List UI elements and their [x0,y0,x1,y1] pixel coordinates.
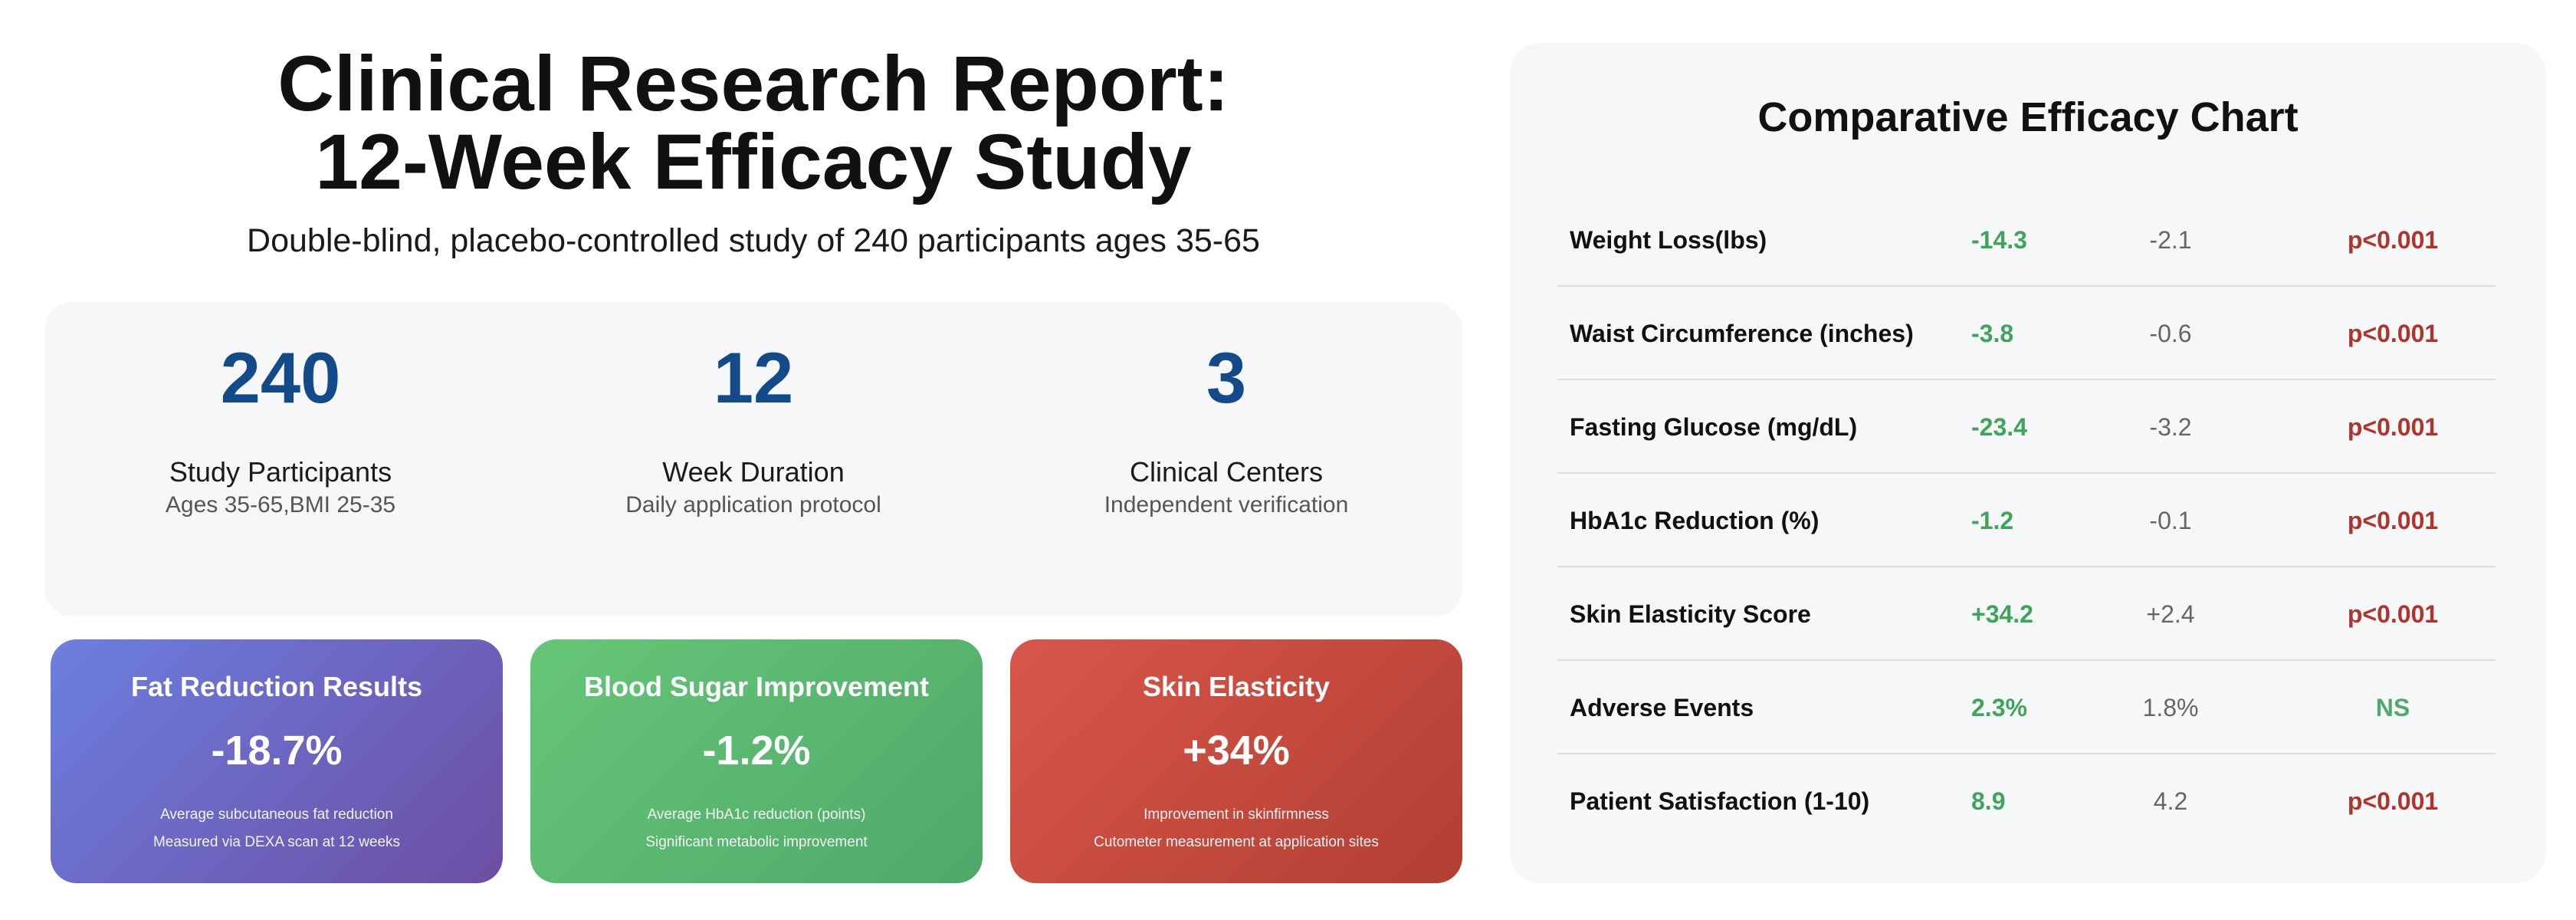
stat-label: Week Duration [662,456,845,488]
page-title: Clinical Research Report: 12-Week Effica… [44,44,1462,201]
card-title: Blood Sugar Improvement [583,671,930,702]
treatment-value: +34.2 [1971,600,2033,628]
treatment-value: -1.2 [1971,507,2014,534]
card-note: Measured via DEXA scan at 12 weeks [153,834,401,850]
stat-centers: 3 Clinical Centers Independent verificat… [990,302,1462,616]
metric-label: HbA1c Reduction (%) [1570,507,1820,534]
placebo-value: 1.8% [2142,694,2199,721]
treatment-value: -23.4 [1971,413,2027,441]
card-note: Significant metabolic improvement [645,834,868,850]
p-value: p<0.001 [2347,226,2439,254]
treatment-value: 8.9 [1971,787,2006,815]
title-line-2: 12-Week Efficacy Study [315,118,1192,205]
report-left-column: Clinical Research Report: 12-Week Effica… [44,0,1462,920]
study-stats-panel: 240 Study Participants Ages 35-65,BMI 25… [44,302,1462,616]
table-row: Waist Circumference (inches) -3.8 -0.6 p… [1557,287,2496,380]
stat-label: Study Participants [169,456,392,488]
metric-label: Fasting Glucose (mg/dL) [1570,413,1858,441]
p-value: p<0.001 [2347,320,2439,347]
card-value: -18.7% [211,728,343,774]
card-title: Skin Elasticity [1142,671,1331,702]
metric-label: Weight Loss(lbs) [1570,226,1767,254]
placebo-value: 4.2 [2153,787,2188,815]
stat-sublabel: Independent verification [1104,492,1349,518]
stat-sublabel: Daily application protocol [625,492,881,518]
fat-reduction-card: Fat Reduction Results -18.7% Average sub… [51,639,503,883]
card-title: Fat Reduction Results [130,671,423,702]
table-row: Fasting Glucose (mg/dL) -23.4 -3.2 p<0.0… [1557,380,2496,474]
card-description: Average HbA1c reduction (points) [647,807,866,823]
stat-sublabel: Ages 35-65,BMI 25-35 [165,492,396,518]
efficacy-table: Weight Loss(lbs) -14.3 -2.1 p<0.001 Wais… [1557,193,2496,848]
metric-label: Waist Circumference (inches) [1570,320,1914,347]
treatment-value: -3.8 [1971,320,2014,347]
card-description: Average subcutaneous fat reduction [160,807,393,823]
card-description: Improvement in skinfirmness [1144,807,1329,823]
p-value: p<0.001 [2347,413,2439,441]
card-note: Cutometer measurement at application sit… [1094,834,1379,850]
p-value: p<0.001 [2347,787,2439,815]
chart-title: Comparative Efficacy Chart [1757,94,2299,140]
placebo-value: -0.1 [2149,507,2192,534]
placebo-value: -2.1 [2149,226,2192,254]
placebo-value: -3.2 [2149,413,2192,441]
placebo-value: -0.6 [2149,320,2192,347]
card-value: +34% [1183,728,1290,774]
card-value: -1.2% [702,728,811,774]
title-line-1: Clinical Research Report: [277,40,1229,127]
table-row: Weight Loss(lbs) -14.3 -2.1 p<0.001 [1557,193,2496,287]
stat-value: 240 [220,337,341,418]
stat-duration: 12 Week Duration Daily application proto… [517,302,989,616]
placebo-value: +2.4 [2146,600,2195,628]
table-row: Patient Satisfaction (1-10) 8.9 4.2 p<0.… [1557,754,2496,848]
metric-label: Skin Elasticity Score [1570,600,1811,628]
p-value: NS [2375,694,2410,721]
metric-label: Patient Satisfaction (1-10) [1570,787,1870,815]
table-row: HbA1c Reduction (%) -1.2 -0.1 p<0.001 [1557,474,2496,567]
page-subtitle: Double-blind, placebo-controlled study o… [247,222,1260,259]
metric-label: Adverse Events [1570,694,1754,721]
treatment-value: 2.3% [1971,694,2027,721]
stat-label: Clinical Centers [1129,456,1324,488]
efficacy-chart-panel: Comparative Efficacy Chart Weight Loss(l… [1510,43,2546,883]
p-value: p<0.001 [2347,507,2439,534]
p-value: p<0.001 [2347,600,2439,628]
treatment-value: -14.3 [1971,226,2027,254]
skin-elasticity-card: Skin Elasticity +34% Improvement in skin… [1010,639,1462,883]
table-row: Skin Elasticity Score +34.2 +2.4 p<0.001 [1557,567,2496,661]
table-row: Adverse Events 2.3% 1.8% NS [1557,661,2496,754]
blood-sugar-card: Blood Sugar Improvement -1.2% Average Hb… [530,639,983,883]
stat-participants: 240 Study Participants Ages 35-65,BMI 25… [44,302,517,616]
stat-value: 3 [1206,337,1247,418]
stat-value: 12 [713,337,794,418]
